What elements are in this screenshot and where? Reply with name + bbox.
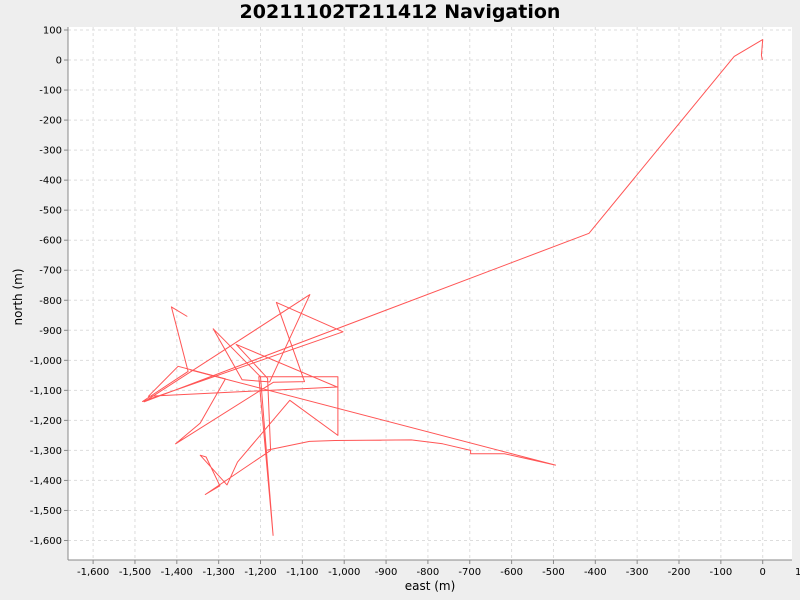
x-tick-label: 0	[760, 567, 766, 578]
y-tick-label: -500	[39, 206, 62, 217]
y-tick-label: -1,000	[30, 356, 62, 367]
x-tick-label: -900	[375, 567, 398, 578]
x-tick-label: -200	[668, 567, 691, 578]
y-tick-label: 100	[43, 26, 62, 37]
x-tick-label: 100	[795, 567, 800, 578]
y-tick-label: -800	[39, 296, 62, 307]
y-tick-label: -600	[39, 236, 62, 247]
y-tick-label: -900	[39, 326, 62, 337]
x-tick-label: -1,200	[244, 567, 276, 578]
track-series	[142, 39, 764, 536]
y-axis-ticks: 100 0 -100 -200 -300 -400 -500 -600 -700 -800 -900…	[30, 26, 68, 547]
track-line	[190, 369, 556, 466]
x-tick-label: -800	[417, 567, 440, 578]
y-tick-label: -1,400	[30, 476, 62, 487]
x-tick-label: -1,100	[286, 567, 318, 578]
x-tick-label: -100	[710, 567, 733, 578]
x-tick-label: -1,600	[77, 567, 109, 578]
x-tick-label: -300	[626, 567, 649, 578]
chart-title: 20211102T211412 Navigation	[240, 1, 561, 23]
y-tick-label: -200	[39, 116, 62, 127]
y-tick-label: -1,600	[30, 536, 62, 547]
x-tick-label: -1,500	[119, 567, 151, 578]
y-tick-label: -1,500	[30, 506, 62, 517]
y-tick-label: -700	[39, 266, 62, 277]
track-line	[142, 39, 764, 536]
y-axis-label: north (m)	[11, 268, 25, 325]
x-tick-label: -1,000	[328, 567, 360, 578]
y-tick-label: -1,100	[30, 386, 62, 397]
x-tick-label: -1,400	[161, 567, 193, 578]
x-axis-ticks: -1,600 -1,500 -1,400 -1,300 -1,200 -1,100 -1,0…	[77, 560, 800, 578]
y-tick-label: -1,300	[30, 446, 62, 457]
y-tick-label: -1,200	[30, 416, 62, 427]
y-tick-label: -100	[39, 86, 62, 97]
x-tick-label: -1,300	[203, 567, 235, 578]
x-tick-label: -700	[458, 567, 481, 578]
gridlines	[68, 27, 792, 560]
x-tick-label: -500	[542, 567, 565, 578]
y-tick-label: -300	[39, 146, 62, 157]
x-tick-label: -600	[500, 567, 523, 578]
x-axis-label: east (m)	[405, 579, 456, 593]
x-tick-label: -400	[584, 567, 607, 578]
y-tick-label: -400	[39, 176, 62, 187]
y-tick-label: 0	[56, 56, 62, 67]
